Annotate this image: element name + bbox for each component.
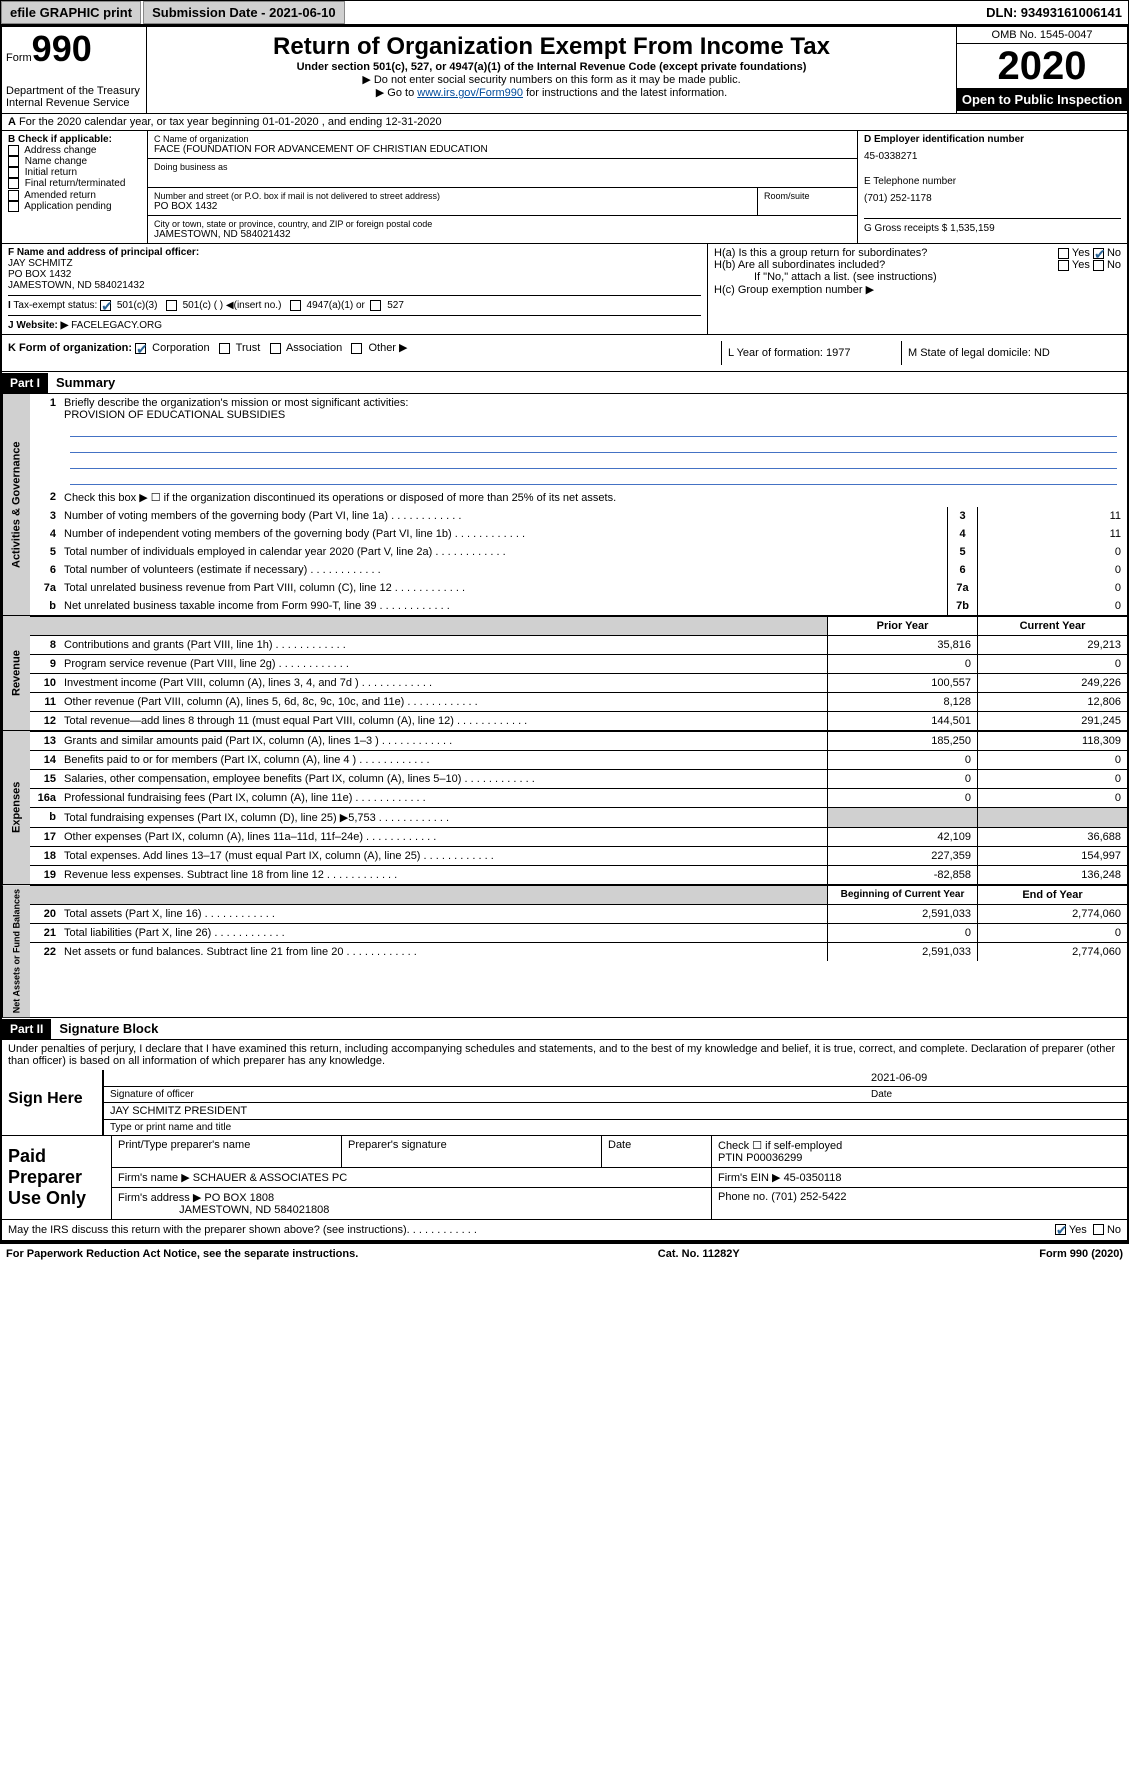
rowk-checkbox[interactable]: [351, 343, 362, 354]
submission-date-button[interactable]: Submission Date - 2021-06-10: [143, 1, 345, 24]
main-title: Return of Organization Exempt From Incom…: [153, 33, 950, 61]
subtitle: Under section 501(c), 527, or 4947(a)(1)…: [153, 61, 950, 73]
prep-date-label: Date: [602, 1136, 712, 1168]
vert-governance: Activities & Governance: [2, 394, 30, 615]
irs-link[interactable]: www.irs.gov/Form990: [417, 87, 523, 99]
efile-button[interactable]: efile GRAPHIC print: [1, 1, 141, 24]
title-box: Return of Organization Exempt From Incom…: [147, 27, 957, 113]
perjury-text: Under penalties of perjury, I declare th…: [2, 1039, 1127, 1070]
discuss-text: May the IRS discuss this return with the…: [8, 1224, 407, 1236]
date-label: Date: [871, 1089, 1121, 1100]
col-h: H(a) Is this a group return for subordin…: [707, 244, 1127, 334]
rowk-checkbox[interactable]: [219, 343, 230, 354]
form-footer: Form 990 (2020): [1039, 1248, 1123, 1260]
cat-no: Cat. No. 11282Y: [658, 1248, 740, 1260]
addr-value: PO BOX 1432: [154, 201, 751, 212]
discuss-yes[interactable]: [1055, 1224, 1066, 1235]
th-prior: Prior Year: [827, 617, 977, 635]
instr-ssn: Do not enter social security numbers on …: [153, 73, 950, 86]
vert-expenses: Expenses: [2, 731, 30, 884]
paid-preparer-label: Paid Preparer Use Only: [2, 1136, 112, 1219]
ein-value: 45-0338271: [864, 151, 1121, 162]
th-current: Current Year: [977, 617, 1127, 635]
th-end: End of Year: [977, 886, 1127, 904]
col-m: M State of legal domicile: ND: [901, 341, 1121, 365]
col-b: B Check if applicable: Address change Na…: [2, 131, 147, 243]
col-c: C Name of organization FACE (FOUNDATION …: [147, 131, 857, 243]
sig-date: 2021-06-09: [871, 1072, 1121, 1084]
vert-revenue: Revenue: [2, 616, 30, 730]
firm-addr: JAMESTOWN, ND 584021808: [179, 1204, 329, 1216]
omb-text: OMB No. 1545-0047: [957, 27, 1127, 44]
501c3-checkbox[interactable]: [100, 300, 111, 311]
ha-no[interactable]: [1093, 248, 1104, 259]
501c-checkbox[interactable]: [166, 300, 177, 311]
part2-header: Part II: [2, 1019, 51, 1039]
top-bar: efile GRAPHIC print Submission Date - 20…: [0, 0, 1129, 25]
prep-sig-label: Preparer's signature: [342, 1136, 602, 1168]
line-a: A For the 2020 calendar year, or tax yea…: [2, 113, 1127, 130]
colb-checkbox[interactable]: [8, 167, 19, 178]
rowk-checkbox[interactable]: [270, 343, 281, 354]
paperwork-notice: For Paperwork Reduction Act Notice, see …: [6, 1248, 358, 1260]
phone-value: (701) 252-1178: [864, 193, 1121, 204]
addr-label: Number and street (or P.O. box if mail i…: [154, 191, 751, 201]
4947-checkbox[interactable]: [290, 300, 301, 311]
row-k: K Form of organization: Corporation Trus…: [8, 341, 721, 365]
ein-label: D Employer identification number: [864, 134, 1024, 145]
officer-name: JAY SCHMITZ PRESIDENT: [110, 1105, 247, 1117]
colb-checkbox[interactable]: [8, 178, 19, 189]
gross-receipts: G Gross receipts $ 1,535,159: [864, 218, 1121, 234]
type-name-label: Type or print name and title: [104, 1120, 1127, 1135]
hb-no[interactable]: [1093, 260, 1104, 271]
527-checkbox[interactable]: [370, 300, 381, 311]
dept-text: Department of the Treasury Internal Reve…: [6, 85, 142, 109]
phone-label: E Telephone number: [864, 176, 1121, 187]
form-main: Form 990 Department of the Treasury Inte…: [0, 25, 1129, 1242]
discuss-no[interactable]: [1093, 1224, 1104, 1235]
rowk-checkbox[interactable]: [135, 343, 146, 354]
form-number: 990: [32, 31, 92, 67]
hc-text: H(c) Group exemption number ▶: [714, 283, 1121, 296]
col-l: L Year of formation: 1977: [721, 341, 901, 365]
vert-netassets: Net Assets or Fund Balances: [2, 885, 30, 1017]
dln-text: DLN: 93493161006141: [986, 5, 1128, 20]
year-box: OMB No. 1545-0047 2020 Open to Public In…: [957, 27, 1127, 113]
form-prefix: Form: [6, 52, 32, 64]
org-name-label: C Name of organization: [154, 134, 851, 144]
colb-checkbox[interactable]: [8, 156, 19, 167]
ha-yes[interactable]: [1058, 248, 1069, 259]
firm-ein: 45-0350118: [784, 1172, 842, 1184]
instr-goto: Go to www.irs.gov/Form990 for instructio…: [153, 86, 950, 99]
city-value: JAMESTOWN, ND 584021432: [154, 229, 851, 240]
form-id-box: Form 990 Department of the Treasury Inte…: [2, 27, 147, 113]
part1-title: Summary: [48, 372, 123, 393]
firm-phone: (701) 252-5422: [771, 1191, 846, 1203]
sig-officer-label: Signature of officer: [110, 1089, 871, 1100]
colb-checkbox[interactable]: [8, 145, 19, 156]
col-d: D Employer identification number 45-0338…: [857, 131, 1127, 243]
colb-checkbox[interactable]: [8, 201, 19, 212]
ptin-value: P00036299: [746, 1152, 802, 1164]
open-public-badge: Open to Public Inspection: [957, 88, 1127, 111]
firm-name: SCHAUER & ASSOCIATES PC: [193, 1172, 347, 1184]
th-begin: Beginning of Current Year: [827, 886, 977, 904]
room-label: Room/suite: [764, 191, 851, 201]
sign-here-label: Sign Here: [2, 1070, 102, 1135]
prep-name-label: Print/Type preparer's name: [112, 1136, 342, 1168]
org-name: FACE (FOUNDATION FOR ADVANCEMENT OF CHRI…: [154, 144, 851, 155]
tax-year: 2020: [957, 44, 1127, 88]
colb-checkbox[interactable]: [8, 190, 19, 201]
part2-title: Signature Block: [51, 1018, 166, 1039]
part1-header: Part I: [2, 373, 48, 393]
col-f: F Name and address of principal officer:…: [2, 244, 707, 334]
city-label: City or town, state or province, country…: [154, 219, 851, 229]
hb-yes[interactable]: [1058, 260, 1069, 271]
dba-label: Doing business as: [154, 162, 851, 172]
